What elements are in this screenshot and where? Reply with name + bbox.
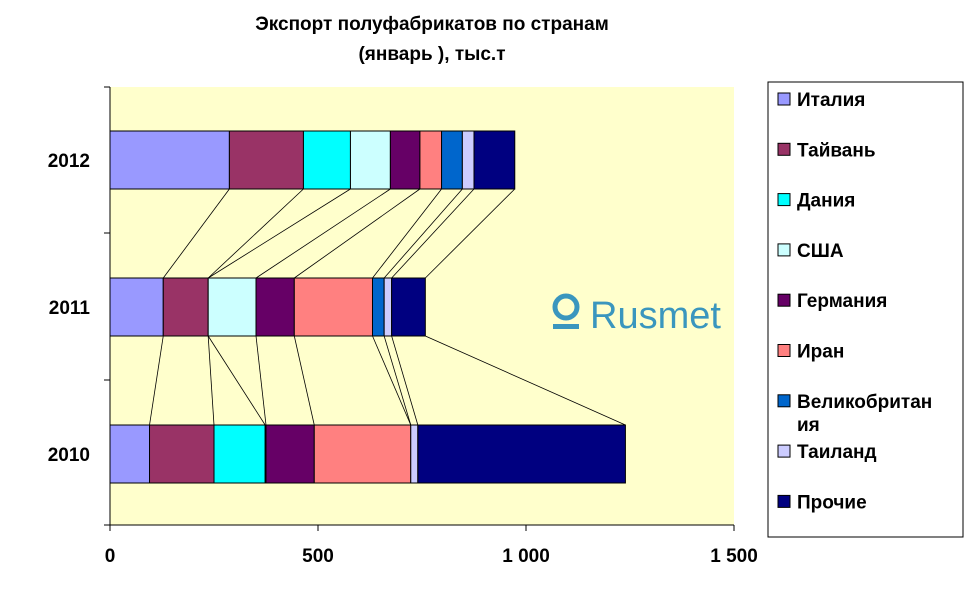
x-tick-label: 0 <box>105 546 116 567</box>
series-line-2 <box>207 335 266 426</box>
series-line-5 <box>372 335 412 426</box>
series-line-6 <box>383 335 412 426</box>
legend-swatch <box>777 142 791 156</box>
legend-label-cont: ия <box>797 415 820 436</box>
watermark-text: Rusmet <box>590 295 721 337</box>
legend-label: Прочие <box>797 492 867 513</box>
series-line-7 <box>391 335 419 426</box>
bar-segment-2012-6 <box>441 130 463 190</box>
y-tick-label: 2010 <box>48 445 90 466</box>
bar-segment-2011-6 <box>371 277 385 337</box>
bar-segment-2010-0 <box>109 424 151 484</box>
bar-segment-2010-2 <box>213 424 266 484</box>
y-tick-label: 2011 <box>49 298 91 319</box>
bar-segment-2012-3 <box>349 130 391 190</box>
legend-swatch <box>777 92 791 106</box>
series-line-8 <box>425 335 626 426</box>
legend-swatch <box>777 494 791 508</box>
legend-label: Великобритан <box>797 392 932 413</box>
chart-title-line2: (январь ), тыс.т <box>358 44 505 65</box>
bar-segment-2011-5 <box>293 277 373 337</box>
legend-label: Италия <box>797 90 865 111</box>
legend-swatch <box>777 444 791 458</box>
series-line-1 <box>207 188 304 279</box>
legend-swatch <box>777 193 791 207</box>
bar-segment-2012-0 <box>109 130 230 190</box>
bar-segment-2010-5 <box>313 424 412 484</box>
x-tick-label: 1 500 <box>710 546 758 567</box>
rusmet-watermark: Rusmet <box>552 293 721 337</box>
legend-label: Таиланд <box>797 442 877 463</box>
series-line-4 <box>293 335 315 426</box>
bar-segment-2010-1 <box>149 424 215 484</box>
legend <box>767 81 964 538</box>
legend-swatch <box>777 293 791 307</box>
legend-label: Иран <box>797 342 844 363</box>
series-line-1 <box>207 335 215 426</box>
series-line-3 <box>255 335 267 426</box>
legend-swatch <box>777 344 791 357</box>
bar-segment-2012-7 <box>461 130 475 190</box>
bar-segment-2012-5 <box>419 130 443 190</box>
bar-segment-2011-1 <box>162 277 209 337</box>
bar-segment-2011-7 <box>383 277 393 337</box>
series-line-0 <box>162 188 230 279</box>
bar-segment-2011-3 <box>207 277 257 337</box>
legend-label: США <box>797 241 844 262</box>
series-line-8 <box>425 188 516 279</box>
bar-segment-2012-2 <box>302 130 351 190</box>
series-line-7 <box>391 188 475 279</box>
bar-segment-2010-4 <box>265 424 315 484</box>
series-line-0 <box>149 335 164 426</box>
legend-label: Тайвань <box>797 140 876 161</box>
legend-label: Дания <box>797 191 855 212</box>
series-line-6 <box>383 188 463 279</box>
bar-segment-2012-1 <box>228 130 304 190</box>
bar-segment-2010-7 <box>410 424 419 484</box>
legend-swatch <box>777 394 791 408</box>
bar-segment-2012-4 <box>389 130 421 190</box>
legend-label: Германия <box>797 291 887 312</box>
x-tick-label: 1 000 <box>502 546 550 567</box>
bar-segment-2012-8 <box>473 130 516 190</box>
legend-swatch <box>777 243 791 257</box>
x-tick-label: 500 <box>302 546 334 567</box>
bar-segment-2011-8 <box>391 277 426 337</box>
bar-segment-2011-4 <box>255 277 295 337</box>
y-tick-label: 2012 <box>48 151 90 172</box>
bar-segment-2011-0 <box>109 277 164 337</box>
series-line-2 <box>207 188 351 279</box>
series-line-3 <box>255 188 391 279</box>
bar-segment-2010-8 <box>417 424 626 484</box>
series-line-5 <box>372 188 442 279</box>
chart-title-line1: Экспорт полуфабрикатов по странам <box>255 14 609 35</box>
series-line-4 <box>294 188 421 279</box>
